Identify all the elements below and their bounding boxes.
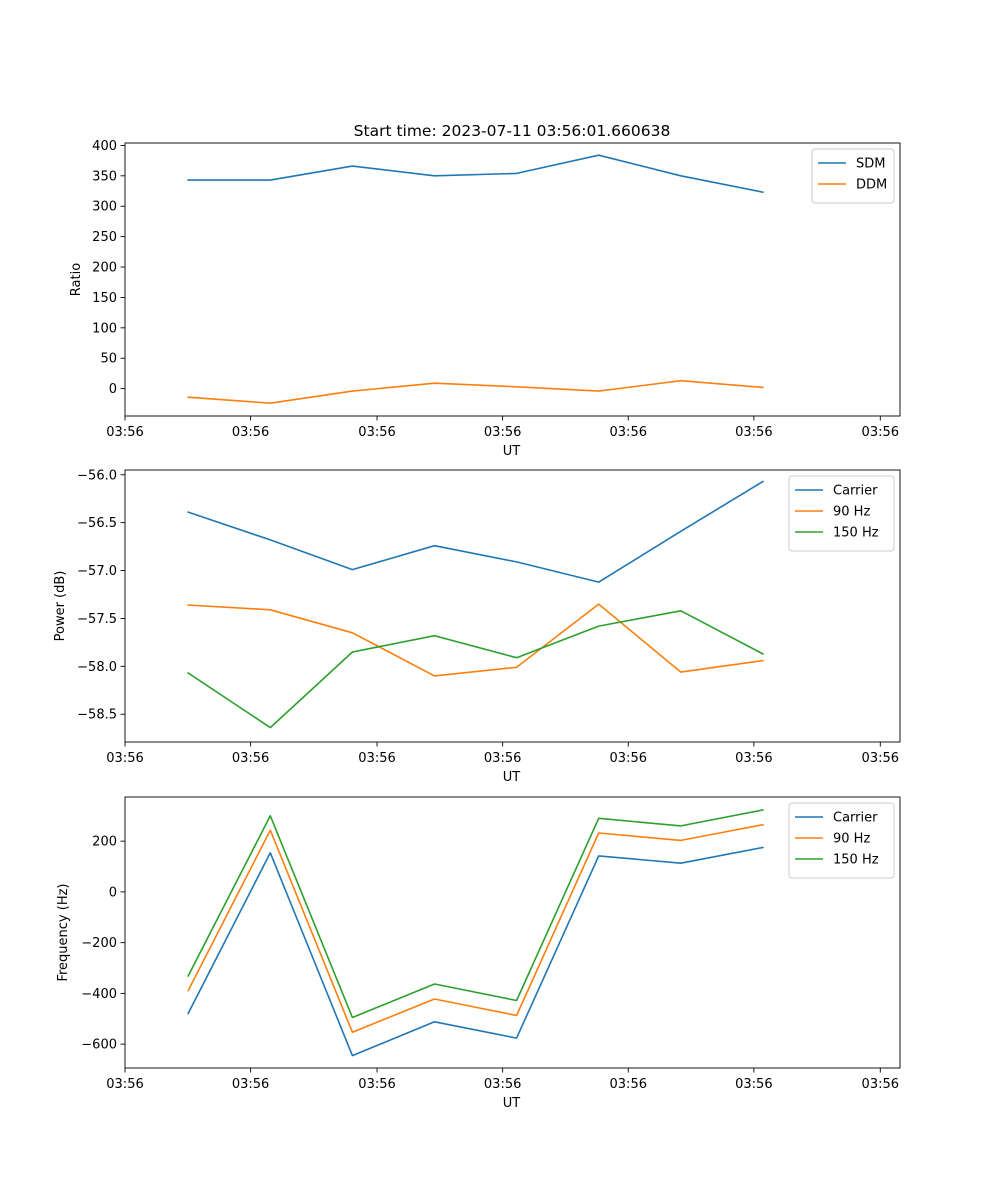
x-tick-label: 03:56 [106,751,143,766]
axes-frame [124,796,901,1069]
x-tick-label: 03:56 [358,1077,395,1092]
series-line-90-hz [187,823,764,1033]
x-tick-label: 03:56 [358,751,395,766]
y-tick-label: −56.0 [77,468,117,483]
y-tick-label: 200 [92,835,117,850]
x-tick-label: 03:56 [106,1077,143,1092]
x-tick-label: 03:56 [735,751,772,766]
y-tick-label: −58.5 [77,708,117,723]
y-tick-label: 400 [92,139,117,154]
x-tick-label: 03:56 [610,751,647,766]
x-tick-label: 03:56 [106,425,143,440]
x-tick-label: 03:56 [232,751,269,766]
y-tick-label: −400 [81,987,117,1002]
x-tick-label: 03:56 [484,1077,521,1092]
x-tick-label: 03:56 [735,425,772,440]
legend-label: SDM [856,157,885,172]
y-axis-label: Power (dB) [53,571,68,642]
series-line-150-hz [187,808,764,1019]
legend-label: DDM [856,178,887,193]
y-tick-label: 0 [109,382,117,397]
x-axis-label: UT [503,770,521,785]
x-tick-label: 03:56 [232,425,269,440]
legend-label: 150 Hz [833,853,879,868]
y-tick-label: 200 [92,261,117,276]
subplot-1: 03:56 03:56 03:56 03:56 03:56 03:56 03:56 0 50 10… [69,139,901,459]
x-tick-label: 03:56 [358,425,395,440]
x-tick-label: 03:56 [610,1077,647,1092]
legend-label: 150 Hz [833,526,879,541]
y-tick-label: −56.5 [77,516,117,531]
x-tick-label: 03:56 [232,1077,269,1092]
series-line-90-hz [187,603,764,677]
legend: Carrier 90 Hz 150 Hz [788,802,895,879]
series-line-ddm [187,379,764,405]
x-tick-label: 03:56 [484,425,521,440]
legend: Carrier 90 Hz 150 Hz [788,475,895,552]
y-tick-label: 150 [92,291,117,306]
y-tick-label: 100 [92,321,117,336]
axes-frame [124,469,901,743]
legend-label: 90 Hz [833,505,870,520]
y-tick-label: −57.5 [77,612,117,627]
y-tick-label: −600 [81,1038,117,1053]
y-tick-label: 300 [92,200,117,215]
x-tick-label: 03:56 [862,425,899,440]
series-line-150-hz [187,609,764,729]
axes-frame [124,142,901,417]
subplot-3: 03:56 03:56 03:56 03:56 03:56 03:56 03:56 −600 −… [56,796,901,1111]
y-tick-label: 350 [92,169,117,184]
subplot-2: 03:56 03:56 03:56 03:56 03:56 03:56 03:56 −58.5… [53,468,901,785]
y-tick-label: 250 [92,230,117,245]
series-line-carrier [187,846,764,1057]
legend-label: 90 Hz [833,832,870,847]
legend-label: Carrier [833,484,878,499]
x-axis-label: UT [503,444,521,459]
y-tick-label: −57.0 [77,564,117,579]
y-axis-label: Frequency (Hz) [56,883,71,981]
series-line-carrier [187,480,764,583]
x-tick-label: 03:56 [610,425,647,440]
legend-label: Carrier [833,811,878,826]
x-tick-label: 03:56 [862,751,899,766]
y-tick-label: 50 [100,352,117,367]
chart-title: Start time: 2023-07-11 03:56:01.660638 [354,122,671,140]
x-tick-label: 03:56 [862,1077,899,1092]
series-line-sdm [187,154,764,194]
y-tick-label: −58.0 [77,660,117,675]
x-axis-label: UT [503,1096,521,1111]
legend: SDM DDM [811,148,895,204]
x-tick-label: 03:56 [735,1077,772,1092]
y-tick-label: −200 [81,936,117,951]
x-tick-label: 03:56 [484,751,521,766]
y-tick-label: 0 [109,885,117,900]
y-axis-label: Ratio [69,263,84,296]
